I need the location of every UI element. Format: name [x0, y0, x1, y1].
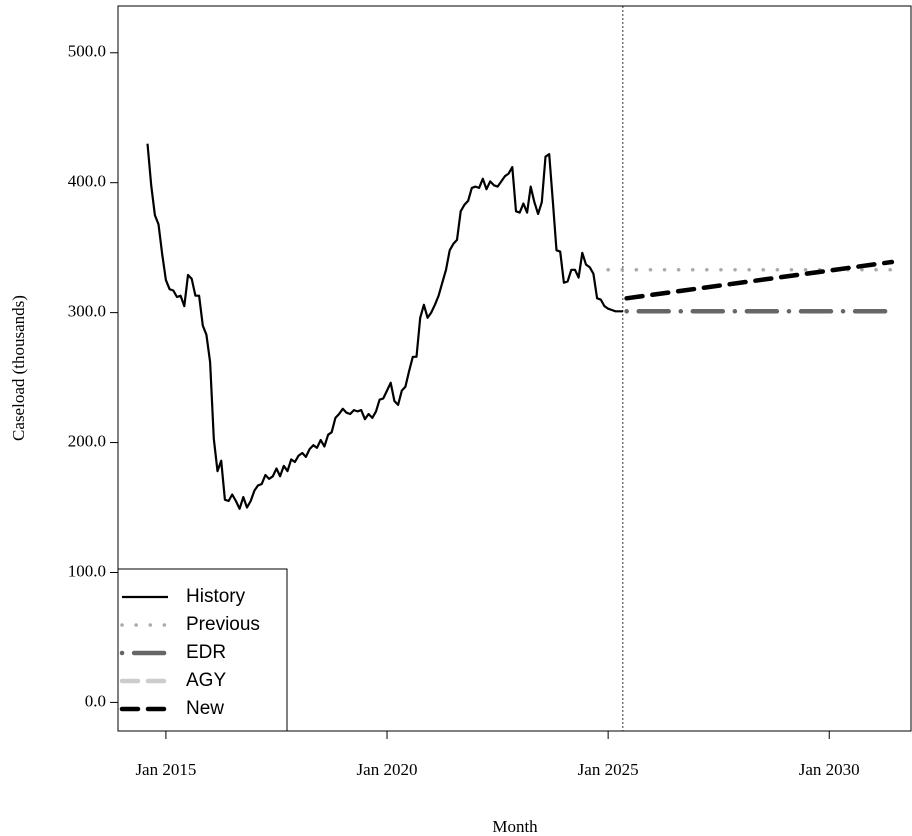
y-tick-label: 300.0 [68, 302, 106, 321]
plot-frame [117, 5, 912, 732]
series-line [624, 259, 895, 301]
y-axis-label: Caseload (thousands) [9, 295, 28, 441]
legend-label: History [186, 586, 246, 607]
legend-label: EDR [186, 642, 226, 663]
y-tick-label: 400.0 [68, 172, 106, 191]
x-tick-label: Jan 2015 [135, 760, 196, 779]
legend-label: AGY [186, 670, 226, 691]
y-tick-label: 500.0 [68, 42, 106, 61]
x-tick-label: Jan 2020 [357, 760, 418, 779]
y-tick-label: 200.0 [68, 431, 106, 450]
y-tick-label: 100.0 [68, 561, 106, 580]
y-tick-label: 0.0 [85, 691, 106, 710]
legend-label: New [186, 698, 224, 719]
legend-label: Previous [186, 614, 260, 635]
x-tick-label: Jan 2030 [799, 760, 860, 779]
x-axis-label: Month [492, 817, 538, 836]
x-tick-label: Jan 2025 [578, 760, 639, 779]
series-line [146, 143, 623, 510]
